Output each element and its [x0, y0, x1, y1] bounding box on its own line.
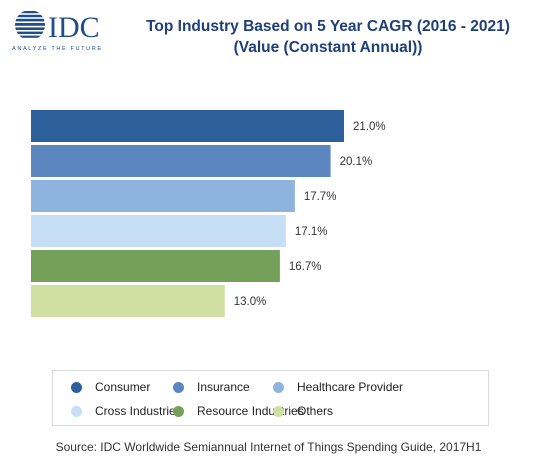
bar-value-label: 17.1%: [295, 226, 328, 238]
legend-swatch: [273, 381, 284, 393]
bar-cross-industries: [31, 215, 286, 247]
bar-insurance: [31, 145, 331, 177]
bar-consumer: [31, 110, 344, 142]
chart-title: Top Industry Based on 5 Year CAGR (2016 …: [146, 18, 510, 35]
legend-label: Consumer: [95, 380, 151, 394]
bar-chart: 21.0% 20.1% 17.7% 17.1% 16.7% 13.0%: [31, 110, 386, 317]
source-note: Source: IDC Worldwide Semiannual Interne…: [55, 440, 482, 454]
idc-logo: IDC ANALYZE THE FUTURE: [8, 6, 128, 52]
chart-legend: Consumer Insurance Healthcare Provider Cros…: [52, 370, 489, 426]
legend-item: Consumer: [71, 380, 150, 394]
bar-healthcare-provider: [31, 180, 295, 212]
legend-label: Insurance: [197, 380, 250, 394]
idc-logo-mark: IDC ANALYZE THE FUTURE: [12, 10, 103, 52]
legend-label: Others: [297, 404, 334, 418]
legend-swatch: [71, 405, 82, 417]
logo-text: IDC: [48, 11, 100, 44]
legend-label: Cross Industries: [95, 404, 182, 418]
chart-title-block: Top Industry Based on 5 Year CAGR (2016 …: [128, 16, 528, 58]
bar-value-label: 17.7%: [304, 191, 337, 203]
bar-value-label: 21.0%: [353, 121, 386, 133]
bar-value-label: 20.1%: [340, 156, 373, 168]
logo-tagline: ANALYZE THE FUTURE: [12, 46, 103, 52]
bar-resource-industries: [31, 250, 280, 282]
legend-item: Insurance: [173, 380, 250, 394]
chart-subtitle: (Value (Constant Annual)): [233, 39, 423, 56]
legend-swatch: [173, 381, 184, 393]
bar-others: [31, 285, 225, 317]
legend-item: Others: [273, 404, 333, 418]
legend-swatch: [71, 381, 82, 393]
bar-value-label: 13.0%: [234, 296, 267, 308]
legend-swatch: [273, 405, 284, 417]
legend-item: Healthcare Provider: [273, 380, 403, 394]
bar-value-label: 16.7%: [289, 261, 322, 273]
legend-swatch: [173, 405, 184, 417]
legend-item: Cross Industries: [71, 404, 182, 418]
legend-label: Healthcare Provider: [297, 380, 404, 394]
